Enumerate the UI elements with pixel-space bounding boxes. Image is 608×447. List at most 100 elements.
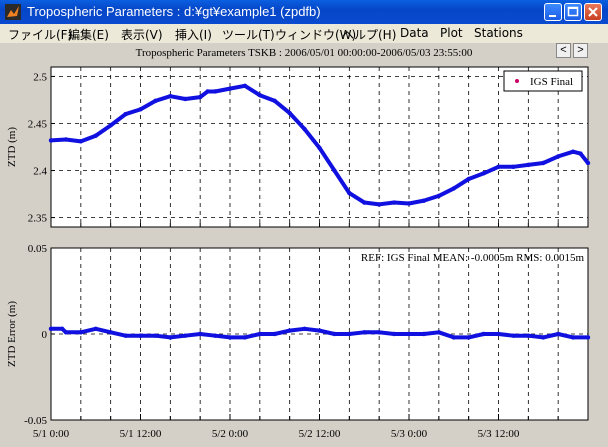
data-point	[212, 89, 218, 94]
data-point	[227, 335, 233, 340]
data-point	[578, 151, 583, 156]
y-tick-label: 0.05	[28, 243, 48, 255]
minimize-icon	[549, 15, 556, 17]
data-point	[376, 202, 382, 207]
title-bar[interactable]: Tropospheric Parameters : d:¥gt¥example1…	[0, 0, 608, 24]
legend-marker	[515, 79, 519, 83]
data-point	[63, 330, 69, 335]
series-line-1	[49, 326, 590, 340]
data-point	[183, 333, 188, 338]
data-point	[541, 335, 546, 340]
stats-annotation: REF: IGS Final MEAN: -0.0005m RMS: 0.001…	[361, 252, 585, 264]
data-point	[421, 198, 427, 203]
menu-window[interactable]: ウィンドウ(W)	[275, 28, 357, 42]
menu-data[interactable]: Data	[400, 26, 429, 40]
data-point	[436, 330, 442, 335]
menu-bar: ファイル(F) 編集(E) 表示(V) 挿入(I) ツール(T) ウィンドウ(W…	[0, 24, 608, 43]
data-point	[123, 333, 128, 338]
data-point	[168, 335, 173, 340]
minimize-button[interactable]	[544, 3, 562, 21]
data-point	[93, 326, 98, 332]
data-point	[168, 93, 173, 99]
data-point	[227, 86, 233, 91]
data-point	[197, 331, 203, 337]
data-point	[63, 137, 69, 142]
data-point	[496, 164, 501, 169]
data-point	[78, 139, 84, 144]
data-point	[362, 200, 367, 205]
data-point	[391, 331, 397, 337]
data-point	[272, 98, 277, 104]
data-point	[108, 123, 113, 128]
matlab-icon	[5, 4, 21, 20]
data-point	[332, 331, 337, 337]
prev-button[interactable]: <	[556, 43, 571, 58]
data-point	[555, 154, 561, 159]
menu-view[interactable]: 表示(V)	[121, 28, 163, 42]
x-tick-label: 5/3 12:00	[478, 428, 520, 440]
data-point	[59, 326, 65, 332]
data-point	[436, 193, 442, 199]
data-point	[466, 176, 471, 182]
window-title: Tropospheric Parameters : d:¥gt¥example1…	[27, 4, 321, 19]
data-point	[48, 326, 54, 332]
y-tick-label: 0	[42, 329, 48, 341]
data-point	[526, 333, 531, 338]
data-point	[317, 145, 322, 151]
data-point	[138, 107, 143, 112]
data-point	[212, 333, 218, 338]
x-tick-label: 5/3 0:00	[391, 428, 428, 440]
data-point	[421, 331, 427, 337]
data-point	[108, 330, 113, 335]
legend-label: IGS Final	[530, 76, 573, 88]
data-point	[123, 111, 128, 117]
data-point	[511, 333, 516, 338]
data-point	[406, 201, 412, 206]
next-button[interactable]: >	[573, 43, 588, 58]
x-tick-label: 5/1 0:00	[33, 428, 70, 440]
y-tick-label: 2.4	[33, 166, 47, 178]
data-point	[585, 160, 591, 166]
data-point	[391, 200, 397, 205]
menu-stations[interactable]: Stations	[474, 26, 523, 40]
data-point	[93, 133, 98, 138]
close-icon	[588, 7, 598, 17]
data-point	[466, 335, 471, 340]
data-point	[570, 335, 576, 340]
plot-title: Tropospheric Parameters TSKB : 2006/05/0…	[135, 47, 473, 59]
menu-plot[interactable]: Plot	[440, 26, 463, 40]
data-point	[332, 168, 337, 173]
data-point	[585, 335, 591, 340]
data-point	[205, 89, 210, 94]
menu-edit[interactable]: 編集(E)	[68, 28, 109, 42]
y-tick-label: 2.35	[28, 213, 48, 225]
data-point	[302, 326, 307, 332]
data-point	[48, 138, 54, 143]
close-button[interactable]	[584, 3, 602, 21]
x-tick-label: 5/2 0:00	[212, 428, 249, 440]
data-point	[555, 331, 561, 337]
data-point	[541, 160, 546, 166]
menu-help[interactable]: ヘルプ(H)	[342, 28, 397, 42]
maximize-button[interactable]	[564, 3, 582, 21]
data-point	[242, 83, 248, 89]
data-point	[257, 93, 263, 98]
menu-file[interactable]: ファイル(F)	[8, 28, 73, 42]
y-axis-label: ZTD (m)	[6, 127, 18, 167]
data-point	[362, 330, 367, 335]
x-tick-label: 5/2 12:00	[299, 428, 341, 440]
data-point	[511, 164, 516, 169]
data-point	[153, 98, 158, 104]
data-point	[496, 331, 501, 337]
menu-tools[interactable]: ツール(T)	[222, 28, 275, 42]
data-point	[347, 190, 352, 196]
data-point	[317, 328, 322, 333]
data-point	[526, 162, 531, 168]
legend-box	[503, 70, 583, 92]
data-point	[451, 335, 456, 340]
menu-insert[interactable]: 挿入(I)	[175, 28, 212, 42]
data-point	[570, 149, 576, 154]
data-point	[287, 328, 292, 333]
x-tick-label: 5/1 12:00	[120, 428, 162, 440]
